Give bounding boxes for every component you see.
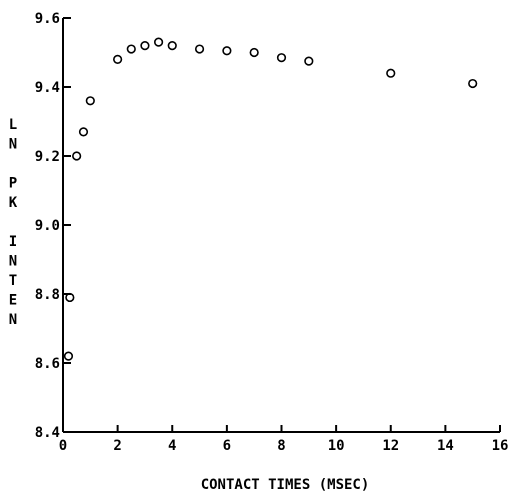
data-point [78, 127, 89, 137]
x-tick-label: 6 [223, 438, 231, 454]
y-tick-label: 8.8 [35, 287, 60, 303]
y-axis-label-char: E [9, 293, 17, 309]
data-point [153, 37, 164, 47]
data-point [65, 292, 75, 303]
data-point [85, 96, 95, 106]
y-tick-label: 9.6 [35, 11, 60, 27]
y-tick-label: 9.0 [35, 218, 60, 234]
x-tick-label: 0 [59, 438, 67, 454]
x-tick-label: 10 [328, 438, 345, 454]
x-tick-label: 2 [113, 438, 121, 454]
data-point [222, 46, 232, 56]
y-axis-label-char: I [9, 234, 17, 250]
data-point [113, 54, 123, 65]
data-point [63, 351, 74, 361]
data-point [194, 44, 205, 54]
axes [62, 18, 500, 433]
data-points [63, 37, 478, 361]
data-point [140, 40, 150, 51]
y-axis-label-char: K [9, 195, 18, 211]
axis-tick-labels: 0 2 4 6 8 10 12 14 16 8.4 8.6 8.8 9.0 9.2 9.4 9.6 [35, 11, 509, 454]
data-point [249, 47, 259, 58]
data-point [126, 44, 136, 54]
x-tick-label: 4 [168, 438, 176, 454]
data-point [72, 151, 82, 161]
y-axis-label-char: P [9, 176, 17, 192]
y-axis-label-char: T [9, 273, 17, 289]
y-axis-label-char: N [9, 312, 17, 328]
x-tick-label: 14 [437, 438, 454, 454]
x-tick-label: 12 [382, 438, 399, 454]
x-tick-label: 8 [277, 438, 285, 454]
data-point [276, 53, 287, 63]
y-axis-label-char: N [9, 254, 17, 270]
x-tick-label: 16 [492, 438, 509, 454]
y-axis-label-char: N [9, 137, 17, 153]
y-tick-label: 9.4 [35, 80, 60, 96]
y-axis-label-char: L [9, 117, 17, 133]
y-tick-label: 9.2 [35, 149, 60, 165]
y-tick-label: 8.6 [35, 356, 60, 372]
x-axis-label: CONTACT TIMES (MSEC) [201, 477, 370, 493]
axis-ticks [62, 17, 501, 433]
y-tick-label: 8.4 [35, 425, 60, 441]
data-point [386, 68, 396, 78]
data-point [304, 56, 314, 66]
data-point [167, 40, 177, 51]
data-point [468, 78, 478, 89]
